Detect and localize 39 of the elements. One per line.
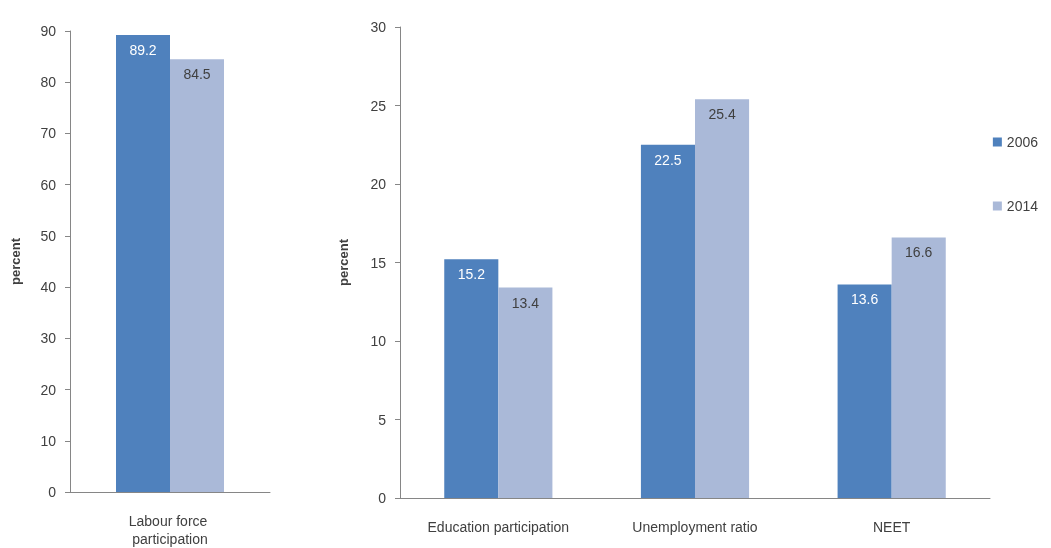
data-label: 25.4 <box>708 106 736 123</box>
x-tick-label: Education participation <box>427 519 570 535</box>
y-tick-label: 60 <box>40 176 57 193</box>
x-tick-label: NEET <box>872 519 911 535</box>
y-tick-label: 50 <box>40 227 57 244</box>
y-axis-title: percent <box>8 237 23 285</box>
data-label: 13.4 <box>511 294 540 311</box>
y-tick-label: 25 <box>370 97 387 114</box>
y-tick-label: 30 <box>40 330 57 347</box>
y-tick-label: 0 <box>378 490 387 506</box>
x-tick-label: Unemployment ratio <box>632 519 758 535</box>
data-label: 13.6 <box>851 291 879 308</box>
y-tick-label: 20 <box>370 176 387 192</box>
y-tick-label: 10 <box>40 432 57 449</box>
bar <box>891 237 946 498</box>
legend-label: 2006 <box>1006 134 1039 150</box>
bar <box>498 287 553 498</box>
bar <box>444 259 499 498</box>
y-tick-label: 0 <box>48 484 57 500</box>
data-label: 84.5 <box>183 66 211 83</box>
y-tick-label: 30 <box>370 19 387 35</box>
data-label: 22.5 <box>654 151 682 168</box>
bar <box>837 284 892 498</box>
y-tick-label: 5 <box>378 411 387 428</box>
legend-label: 2014 <box>1006 198 1039 214</box>
data-label: 89.2 <box>129 42 157 59</box>
y-tick-label: 70 <box>40 125 57 142</box>
y-tick-label: 10 <box>370 333 387 349</box>
y-axis-title: percent <box>336 238 351 286</box>
data-label: 15.2 <box>457 266 486 283</box>
bar <box>640 144 695 498</box>
data-label: 16.6 <box>905 244 933 261</box>
y-tick-label: 20 <box>40 381 57 398</box>
y-tick-label: 40 <box>40 279 57 296</box>
y-tick-label: 90 <box>40 23 57 39</box>
x-tick-label: Labour force participation <box>128 513 212 547</box>
y-tick-label: 15 <box>370 254 387 271</box>
bar <box>695 99 750 498</box>
y-tick-label: 80 <box>40 74 57 91</box>
